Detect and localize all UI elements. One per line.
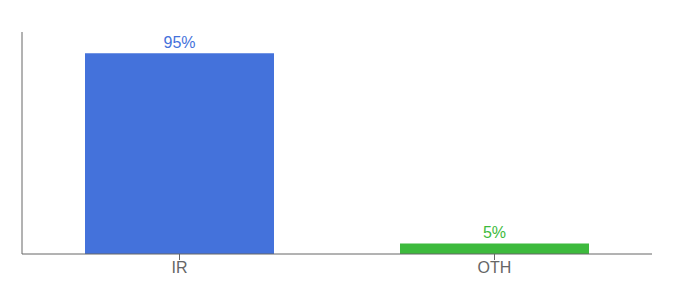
svg-text:IR: IR <box>172 259 188 276</box>
svg-text:5%: 5% <box>483 224 506 241</box>
svg-text:OTH: OTH <box>478 259 512 276</box>
svg-text:95%: 95% <box>163 34 195 51</box>
